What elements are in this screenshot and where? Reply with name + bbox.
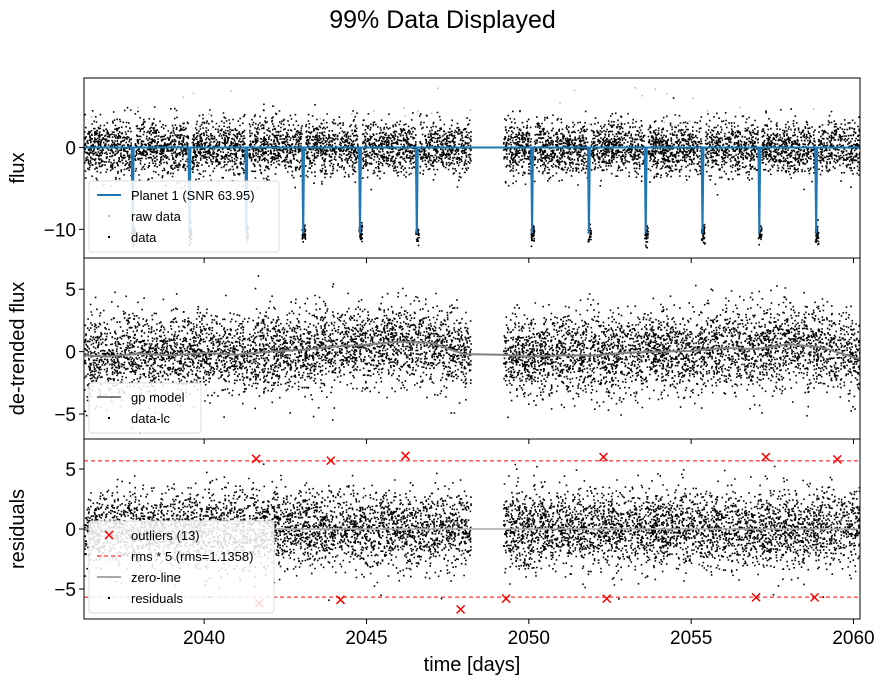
outlier-marker — [751, 592, 761, 602]
legend-box — [88, 520, 275, 614]
legend-handle-point — [108, 236, 110, 238]
outlier-marker — [602, 594, 612, 604]
y-axis-label: de-trended flux — [7, 282, 29, 415]
legend-handle-point — [108, 215, 110, 217]
outlier-marker — [501, 594, 511, 604]
outlier-marker — [251, 454, 261, 464]
legend-handle-point — [108, 597, 110, 599]
legend: Planet 1 (SNR 63.95) raw data data — [88, 180, 280, 253]
outlier-marker — [832, 454, 842, 464]
legend-label: zero-line — [131, 570, 181, 585]
legend-handle-marker — [104, 530, 114, 540]
legend: gp model data-lc — [88, 382, 202, 434]
outlier-marker — [456, 604, 466, 614]
y-axis-label: flux — [7, 152, 29, 183]
plot-area — [84, 275, 860, 434]
ytick-label: 0 — [65, 520, 76, 541]
ytick-label: −5 — [54, 405, 76, 426]
x-axis-label: time [days] — [424, 654, 521, 676]
figure-title: 99% Data Displayed — [329, 6, 556, 34]
outlier-marker — [598, 452, 609, 462]
ytick-label: 0 — [65, 139, 76, 160]
legend-label: outliers (13) — [131, 528, 200, 543]
xtick-label: 2045 — [345, 628, 387, 649]
outlier-marker — [810, 592, 820, 602]
ytick-label: 5 — [65, 460, 76, 481]
legend-label: residuals — [131, 591, 184, 606]
outlier-marker — [326, 456, 336, 466]
legend: outliers (13) rms * 5 (rms=1.1358) zero-li… — [88, 520, 275, 614]
ytick-label: 0 — [65, 343, 76, 364]
y-axis-label: residuals — [7, 489, 29, 569]
panel-residuals: −5 0 5 residuals 2040 2045 2050 2055 2060 time [d… — [7, 438, 875, 676]
outlier-marker — [761, 452, 771, 462]
legend-label: gp model — [131, 390, 185, 405]
planet-model-line — [84, 146, 860, 234]
outlier-marker — [335, 595, 346, 605]
legend-label: data-lc — [131, 411, 171, 426]
legend-label: data — [131, 230, 157, 245]
legend-box — [88, 382, 202, 434]
gp-model-line — [84, 340, 860, 361]
outlier-marker — [400, 451, 410, 461]
legend-label: raw data — [131, 209, 182, 224]
ytick-label: −10 — [44, 220, 76, 241]
ytick-label: 5 — [65, 280, 76, 301]
xtick-label: 2055 — [670, 628, 712, 649]
raw-data-points — [90, 87, 860, 141]
xtick-label: 2060 — [832, 628, 874, 649]
legend-handle-point — [108, 417, 110, 419]
xtick-label: 2050 — [508, 628, 550, 649]
panel-detrended: −5 0 5 de-trended flux gp model data-lc — [7, 257, 861, 444]
panel-flux: −10 0 flux Planet 1 (SNR 63.95) raw data data — [7, 77, 861, 263]
plot-area — [84, 87, 860, 249]
xtick-label: 2040 — [183, 628, 225, 649]
legend-label: Planet 1 (SNR 63.95) — [131, 188, 255, 203]
ytick-label: −5 — [54, 580, 76, 601]
legend-label: rms * 5 (rms=1.1358) — [131, 549, 253, 564]
legend-box — [88, 180, 280, 253]
